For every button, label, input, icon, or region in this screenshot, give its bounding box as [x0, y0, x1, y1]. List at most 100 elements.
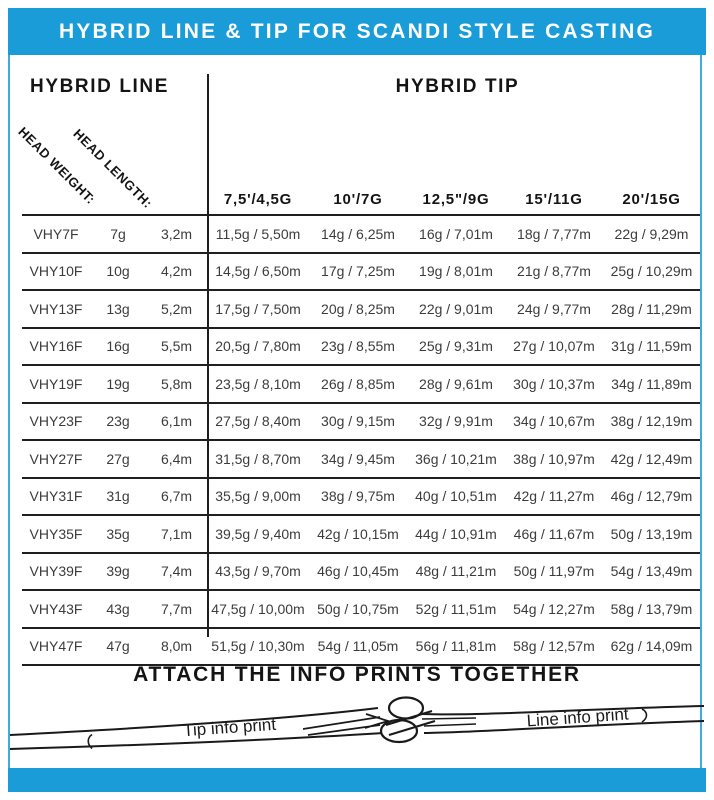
tip-cell: 25g / 10,29m: [603, 252, 700, 291]
head-weight-cell: 16g: [90, 327, 146, 366]
tip-cell: 58g / 12,57m: [505, 627, 603, 666]
tip-cell: 34g / 10,67m: [505, 402, 603, 441]
tip-cell: 62g / 14,09m: [603, 627, 700, 666]
line-top-edge: [421, 705, 705, 716]
tip-cell: 54g / 12,27m: [505, 590, 603, 629]
tip-line-top-edge: [9, 707, 379, 736]
tip-cell: 18g / 7,77m: [505, 215, 603, 254]
length-header-empty: [146, 178, 207, 216]
tip-cell: 38g / 9,75m: [309, 477, 407, 516]
model-cell: VHY27F: [22, 440, 90, 479]
tip-cell: 35,5g / 9,00m: [207, 477, 309, 516]
table-row: VHY27F 27g 6,4m 31,5g / 8,70m 34g / 9,45m 36g…: [22, 440, 700, 479]
model-cell: VHY7F: [22, 215, 90, 254]
tip-cell: 31,5g / 8,70m: [207, 440, 309, 479]
tip-cell: 34g / 9,45m: [309, 440, 407, 479]
model-header-empty: [22, 178, 90, 216]
tip-print-start-mark: [87, 733, 93, 750]
model-cell: VHY19F: [22, 365, 90, 404]
tip-cell: 56g / 11,81m: [407, 627, 505, 666]
model-cell: VHY35F: [22, 515, 90, 554]
head-length-cell: 6,7m: [146, 477, 207, 516]
tip-cell: 22g / 9,01m: [407, 290, 505, 329]
table-row: VHY7F 7g 3,2m 11,5g / 5,50m 14g / 6,25m 16g /…: [22, 215, 700, 254]
model-cell: VHY13F: [22, 290, 90, 329]
title-banner: HYBRID LINE & TIP FOR SCANDI STYLE CASTI…: [8, 8, 706, 55]
header-row: 7,5'/4,5G 10'/7G 12,5"/9G 15'/11G 20'/15…: [22, 178, 700, 216]
head-length-cell: 7,1m: [146, 515, 207, 554]
tip-cell: 21g / 8,77m: [505, 252, 603, 291]
head-weight-cell: 27g: [90, 440, 146, 479]
tip-cell: 58g / 13,79m: [603, 590, 700, 629]
tip-cell: 27,5g / 8,40m: [207, 402, 309, 441]
tip-cell: 11,5g / 5,50m: [207, 215, 309, 254]
tip-cell: 24g / 9,77m: [505, 290, 603, 329]
head-length-cell: 6,4m: [146, 440, 207, 479]
head-length-cell: 7,4m: [146, 552, 207, 591]
head-length-cell: 5,5m: [146, 327, 207, 366]
tip-cell: 23,5g / 8,10m: [207, 365, 309, 404]
head-length-cell: 8,0m: [146, 627, 207, 666]
tip-column-header: 20'/15G: [603, 178, 700, 216]
page-title: HYBRID LINE & TIP FOR SCANDI STYLE CASTI…: [58, 19, 656, 43]
tip-cell: 19g / 8,01m: [407, 252, 505, 291]
head-weight-cell: 35g: [90, 515, 146, 554]
tip-cell: 38g / 12,19m: [603, 402, 700, 441]
table-row: VHY35F 35g 7,1m 39,5g / 9,40m 42g / 10,15m 44…: [22, 515, 700, 554]
tip-cell: 17g / 7,25m: [309, 252, 407, 291]
tip-cell: 42g / 11,27m: [505, 477, 603, 516]
line-bottom-edge: [423, 720, 705, 734]
tip-cell: 30g / 9,15m: [309, 402, 407, 441]
tip-line-fork: [302, 713, 392, 736]
tip-cell: 14,5g / 6,50m: [207, 252, 309, 291]
tip-cell: 50g / 13,19m: [603, 515, 700, 554]
tip-cell: 17,5g / 7,50m: [207, 290, 309, 329]
head-length-cell: 6,1m: [146, 402, 207, 441]
head-length-cell: 7,7m: [146, 590, 207, 629]
model-cell: VHY39F: [22, 552, 90, 591]
hybrid-line-heading: HYBRID LINE: [30, 76, 169, 97]
tip-cell: 14g / 6,25m: [309, 215, 407, 254]
head-length-cell: 3,2m: [146, 215, 207, 254]
tip-cell: 46g / 10,45m: [309, 552, 407, 591]
tip-cell: 46g / 12,79m: [603, 477, 700, 516]
head-weight-cell: 13g: [90, 290, 146, 329]
head-weight-cell: 31g: [90, 477, 146, 516]
head-weight-cell: 19g: [90, 365, 146, 404]
table-row: VHY23F 23g 6,1m 27,5g / 8,40m 30g / 9,15m 32g…: [22, 402, 700, 441]
head-weight-cell: 10g: [90, 252, 146, 291]
head-length-cell: 5,8m: [146, 365, 207, 404]
bottom-accent-bar: [8, 768, 706, 792]
tip-cell: 16g / 7,01m: [407, 215, 505, 254]
tip-cell: 44g / 10,91m: [407, 515, 505, 554]
spec-table: 7,5'/4,5G 10'/7G 12,5"/9G 15'/11G 20'/15…: [22, 178, 700, 666]
tip-cell: 47,5g / 10,00m: [207, 590, 309, 629]
table-body: VHY7F 7g 3,2m 11,5g / 5,50m 14g / 6,25m 16g /…: [22, 215, 700, 666]
line-info-print-label: Line info print: [526, 704, 629, 730]
table-row: VHY43F 43g 7,7m 47,5g / 10,00m 50g / 10,75m 5…: [22, 590, 700, 629]
head-weight-cell: 39g: [90, 552, 146, 591]
tip-cell: 51,5g / 10,30m: [207, 627, 309, 666]
head-length-cell: 4,2m: [146, 252, 207, 291]
line-print-end-mark: [641, 708, 648, 723]
tip-column-header: 7,5'/4,5G: [207, 178, 309, 216]
table-row: VHY31F 31g 6,7m 35,5g / 9,00m 38g / 9,75m 40g…: [22, 477, 700, 516]
tip-cell: 42g / 12,49m: [603, 440, 700, 479]
tip-cell: 40g / 10,51m: [407, 477, 505, 516]
tip-cell: 46g / 11,67m: [505, 515, 603, 554]
table-row: VHY39F 39g 7,4m 43,5g / 9,70m 46g / 10,45m 48…: [22, 552, 700, 591]
tip-cell: 20,5g / 7,80m: [207, 327, 309, 366]
knot-illustration: Tip info print Line info print: [9, 696, 705, 750]
tip-cell: 23g / 8,55m: [309, 327, 407, 366]
tip-cell: 25g / 9,31m: [407, 327, 505, 366]
tip-cell: 31g / 11,59m: [603, 327, 700, 366]
tip-cell: 34g / 11,89m: [603, 365, 700, 404]
table-row: VHY13F 13g 5,2m 17,5g / 7,50m 20g / 8,25m 22g…: [22, 290, 700, 329]
tip-cell: 50g / 11,97m: [505, 552, 603, 591]
tip-info-print-label: Tip info print: [183, 715, 277, 740]
tip-line-bottom-edge: [9, 732, 385, 750]
table-row: VHY10F 10g 4,2m 14,5g / 6,50m 17g / 7,25m 19g…: [22, 252, 700, 291]
head-weight-cell: 47g: [90, 627, 146, 666]
tip-cell: 39,5g / 9,40m: [207, 515, 309, 554]
